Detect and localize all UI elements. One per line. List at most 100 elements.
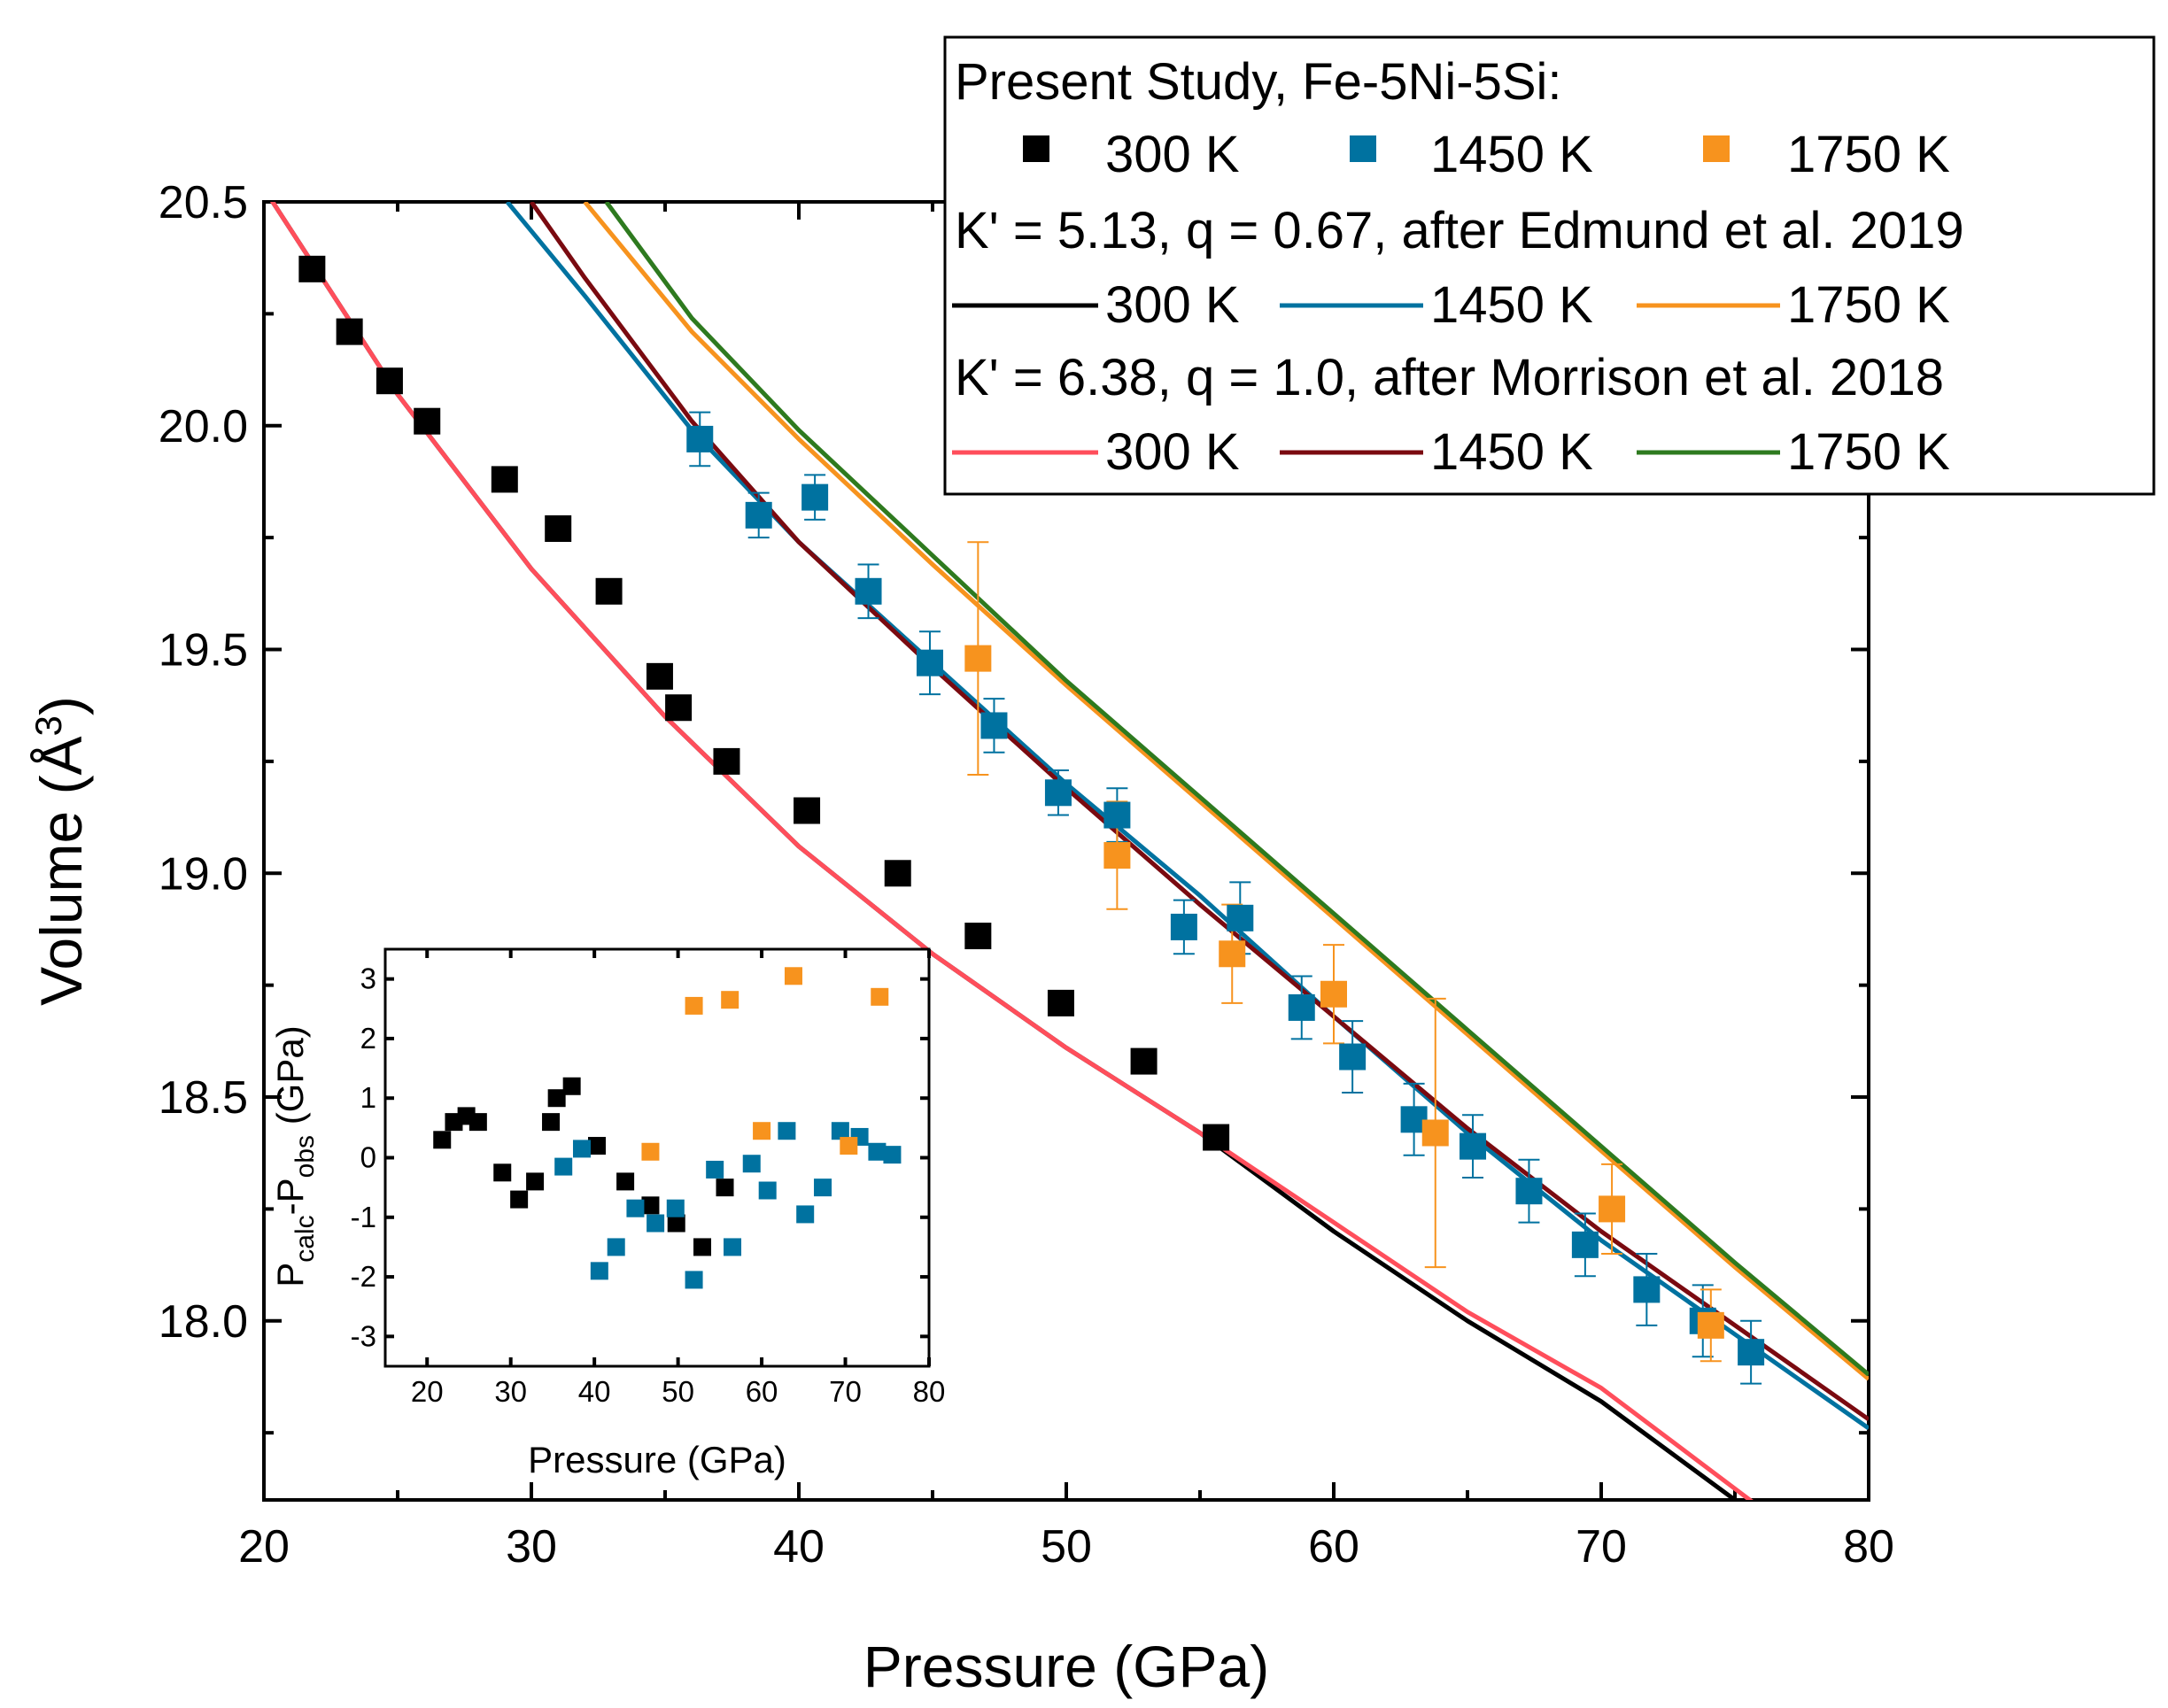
y-tick-label: 18.0 <box>159 1296 248 1348</box>
inset-point-1450-k <box>572 1140 591 1158</box>
x-tick-label: 20 <box>238 1521 290 1573</box>
legend-marker-1450k <box>1350 135 1376 162</box>
inset-point-1450-k <box>883 1146 902 1164</box>
inset-x-tick-label: 20 <box>411 1375 444 1408</box>
inset-x-axis-label: Pressure (GPa) <box>528 1439 786 1480</box>
inset-data-points <box>433 967 902 1289</box>
inset-point-300-k <box>587 1137 606 1155</box>
data-point-1450-k <box>980 712 1008 739</box>
inset-x-tick-label: 30 <box>494 1375 527 1408</box>
inset-y-tick-label: 1 <box>360 1081 376 1114</box>
legend-header-edmund: K' = 5.13, q = 0.67, after Edmund et al.… <box>955 202 1964 259</box>
data-point-300-k <box>595 577 623 605</box>
inset-point-1450-k <box>814 1179 832 1197</box>
inset-point-1750-k <box>753 1122 771 1140</box>
x-tick-label: 70 <box>1576 1521 1627 1573</box>
data-point-300-k <box>1203 1124 1230 1151</box>
inset-x-tick-label: 70 <box>829 1375 862 1408</box>
legend-marker-1750k <box>1703 135 1730 162</box>
inset-point-300-k <box>667 1214 685 1233</box>
inset-point-1450-k <box>607 1238 625 1256</box>
y-tick-label: 19.5 <box>159 625 248 676</box>
data-point-300-k <box>794 797 821 824</box>
data-point-1450-k <box>1170 913 1197 940</box>
data-point-1450-k <box>916 649 943 676</box>
legend-label-1750k-edmund: 1750 K <box>1787 276 1950 334</box>
main-data-points <box>298 255 1765 1366</box>
inset-point-1750-k <box>685 996 703 1015</box>
data-point-1750-k <box>964 645 992 672</box>
fit-curve-1450-k-edmund- <box>505 202 1869 1431</box>
inset-y-tick-label: 0 <box>360 1141 376 1174</box>
data-point-1450-k <box>1227 904 1254 931</box>
data-point-300-k <box>964 923 992 950</box>
y-tick-label: 20.5 <box>159 177 248 228</box>
legend-label-1450k-points: 1450 K <box>1430 126 1593 183</box>
inset-point-300-k <box>616 1172 635 1191</box>
main-curves <box>269 202 1869 1500</box>
legend-label-1750k-points: 1750 K <box>1787 126 1950 183</box>
y-tick-label: 20.0 <box>159 401 248 452</box>
data-point-300-k <box>336 318 363 345</box>
inset-point-1450-k <box>706 1160 724 1179</box>
y-axis-label: Volume (Å3) <box>27 696 95 1006</box>
data-point-1450-k <box>1738 1339 1765 1366</box>
x-tick-label: 60 <box>1308 1521 1359 1573</box>
inset-point-300-k <box>562 1077 581 1095</box>
inset-y-tick-label: 3 <box>360 962 376 995</box>
inset-point-300-k <box>716 1179 734 1197</box>
inset-point-300-k <box>547 1089 566 1108</box>
data-point-300-k <box>713 747 740 775</box>
legend-label-300k-edmund: 300 K <box>1105 276 1240 334</box>
data-point-300-k <box>646 662 673 690</box>
inset-point-300-k <box>468 1113 487 1132</box>
inset-point-1450-k <box>647 1214 665 1233</box>
inset-point-300-k <box>433 1131 452 1149</box>
data-point-1750-k <box>1421 1119 1449 1147</box>
y-tick-label: 19.0 <box>159 848 248 900</box>
inset-point-1450-k <box>626 1199 645 1217</box>
legend-box <box>943 35 2156 496</box>
x-tick-label: 40 <box>773 1521 825 1573</box>
inset-point-300-k <box>493 1163 512 1182</box>
inset-point-1750-k <box>784 967 802 985</box>
inset-point-1450-k <box>868 1142 887 1161</box>
data-point-1750-k <box>1320 980 1347 1008</box>
inset-point-1450-k <box>554 1157 573 1176</box>
inset-point-1750-k <box>840 1137 858 1155</box>
legend-label-300k-points: 300 K <box>1105 126 1240 183</box>
fit-curve-1450-k-morrison- <box>529 202 1869 1422</box>
legend-label-1750k-morrison: 1750 K <box>1787 423 1950 481</box>
data-point-300-k <box>884 860 911 887</box>
inset-y-tick-label: 2 <box>360 1022 376 1055</box>
data-point-1450-k <box>1571 1231 1599 1258</box>
main-error-bars <box>689 411 1762 1385</box>
inset-point-1750-k <box>721 991 739 1009</box>
data-point-300-k <box>665 694 693 722</box>
data-point-1450-k <box>801 483 829 511</box>
data-point-300-k <box>491 466 518 493</box>
inset-point-1450-k <box>796 1205 815 1224</box>
inset-point-300-k <box>641 1196 660 1215</box>
inset-x-tick-label: 60 <box>746 1375 778 1408</box>
inset-y-tick-label: -3 <box>351 1319 376 1352</box>
legend-label-1450k-morrison: 1450 K <box>1430 423 1593 481</box>
fit-curve-1750-k-morrison- <box>604 202 1869 1377</box>
data-point-1450-k <box>745 501 772 529</box>
inset-point-300-k <box>510 1190 529 1209</box>
fit-curve-300-k-morrison- <box>269 202 1754 1500</box>
x-axis-label: Pressure (GPa) <box>863 1634 1269 1699</box>
inset-point-1450-k <box>778 1122 796 1140</box>
y-tick-label: 18.5 <box>159 1072 248 1124</box>
inset-point-1450-k <box>758 1181 777 1200</box>
inset-point-300-k <box>693 1238 712 1256</box>
data-point-1450-k <box>855 577 882 605</box>
data-point-1450-k <box>1044 779 1072 807</box>
inset-point-1450-k <box>724 1238 742 1256</box>
legend-label-1450k-edmund: 1450 K <box>1430 276 1593 334</box>
inset-point-300-k <box>526 1172 545 1191</box>
inset-x-tick-label: 50 <box>662 1375 694 1408</box>
data-point-1450-k <box>1633 1276 1661 1303</box>
inset-y-tick-label: -2 <box>351 1260 376 1293</box>
